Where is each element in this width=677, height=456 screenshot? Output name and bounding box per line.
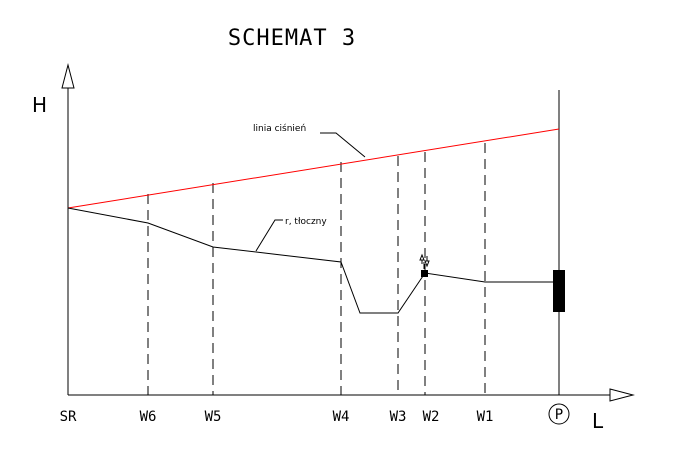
- air-valve-icon: [419, 253, 430, 277]
- station-label-w2: W2: [423, 409, 440, 425]
- station-label-p: P: [555, 407, 563, 423]
- station-label-w4: W4: [333, 409, 350, 425]
- station-label-w3: W3: [390, 409, 407, 425]
- y-axis-label: H: [32, 93, 47, 117]
- pressure-line-leader: [320, 132, 366, 158]
- page-title: SCHEMAT 3: [228, 26, 356, 51]
- pipe-profile-line: [67, 207, 559, 314]
- x-axis-label: L: [592, 409, 604, 433]
- pump-icon: [553, 270, 565, 312]
- station-label-w1: W1: [477, 409, 494, 425]
- x-axis-arrow-icon: [609, 388, 635, 402]
- pipe-line-leader: [255, 219, 283, 252]
- pressure-line-label: linia ciśnień: [253, 123, 306, 134]
- station-label-w5: W5: [205, 409, 222, 425]
- station-label-w6: W6: [140, 409, 157, 425]
- pipe-line-label: r, tłoczny: [285, 217, 327, 227]
- pressure-line: [67, 128, 560, 209]
- pump-label-circle: [548, 403, 570, 425]
- station-label-sr: SR: [60, 409, 77, 425]
- y-axis-arrow-icon: [61, 63, 75, 89]
